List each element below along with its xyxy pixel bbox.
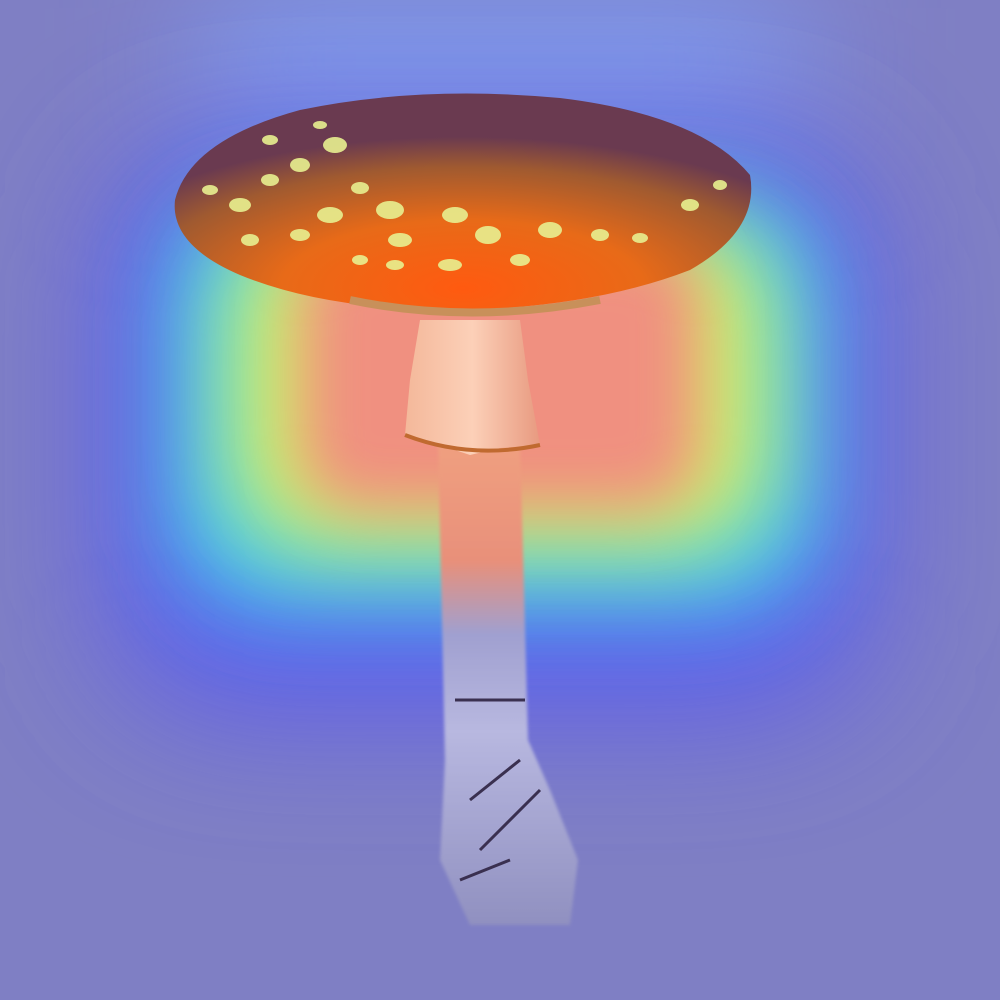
gills [349,296,601,317]
stem-debris [455,698,542,882]
mushroom [174,93,752,925]
ring [405,320,540,455]
ring-edge [404,433,541,453]
cap-spots [202,121,727,271]
cap [174,93,752,311]
stem [438,440,578,925]
